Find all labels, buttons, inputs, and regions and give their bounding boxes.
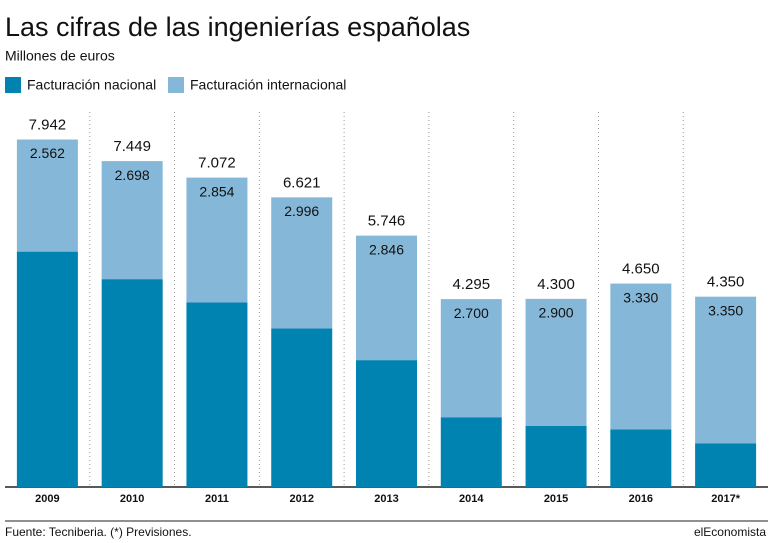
bar-segment [356, 235, 417, 361]
bar-segment [695, 443, 757, 487]
x-tick-label: 2015 [544, 493, 568, 505]
value-label: 2.700 [454, 305, 489, 321]
bar-segment [440, 299, 502, 418]
bar-segment [101, 279, 163, 487]
x-tick-label: 2017* [711, 493, 740, 505]
bar-segment [186, 302, 248, 487]
value-label: 2.900 [539, 305, 574, 321]
x-tick-label: 2011 [205, 493, 229, 505]
total-label: 4.650 [622, 261, 660, 278]
bar-segment [610, 429, 672, 487]
total-label: 5.746 [368, 213, 406, 230]
bar-segment [610, 283, 672, 430]
source: Fuente: Tecniberia. (*) Previsiones. [5, 525, 192, 539]
x-tick-label: 2012 [289, 493, 313, 505]
bar-segment [16, 139, 78, 252]
bar-segment [525, 425, 587, 487]
total-label: 7.449 [113, 138, 151, 155]
total-label: 4.295 [453, 276, 491, 293]
value-label: 2.562 [30, 145, 65, 161]
bar-segment [101, 161, 163, 280]
bar-segment [440, 417, 502, 487]
total-label: 4.350 [707, 274, 745, 291]
value-label: 2.854 [199, 183, 234, 199]
legend-swatch [168, 77, 184, 93]
total-label: 7.942 [29, 117, 67, 134]
bar-segment [695, 296, 757, 444]
legend-swatch [5, 77, 21, 93]
x-tick-label: 2009 [35, 493, 59, 505]
bar-segment [356, 360, 417, 487]
bar-segment [271, 197, 333, 329]
value-label: 2.846 [369, 241, 404, 257]
total-label: 7.072 [198, 155, 236, 172]
x-tick-label: 2014 [459, 493, 484, 505]
chart-subtitle: Millones de euros [5, 48, 115, 64]
bar-segment [525, 298, 587, 426]
value-label: 2.996 [284, 203, 319, 219]
legend-label: Facturación internacional [190, 77, 346, 93]
bar-segment [16, 251, 78, 487]
value-label: 3.350 [708, 302, 743, 318]
bar-segment [186, 177, 248, 303]
brand: elEconomista [694, 525, 766, 539]
x-tick-label: 2016 [629, 493, 653, 505]
bar-segment [271, 328, 333, 487]
total-label: 6.621 [283, 174, 321, 191]
x-tick-label: 2010 [120, 493, 144, 505]
value-label: 3.330 [623, 289, 658, 305]
total-label: 4.300 [537, 276, 575, 293]
value-label: 2.698 [115, 167, 150, 183]
chart-title: Las cifras de las ingenierías españolas [5, 12, 470, 42]
legend-label: Facturación nacional [27, 77, 156, 93]
x-tick-label: 2013 [374, 493, 398, 505]
